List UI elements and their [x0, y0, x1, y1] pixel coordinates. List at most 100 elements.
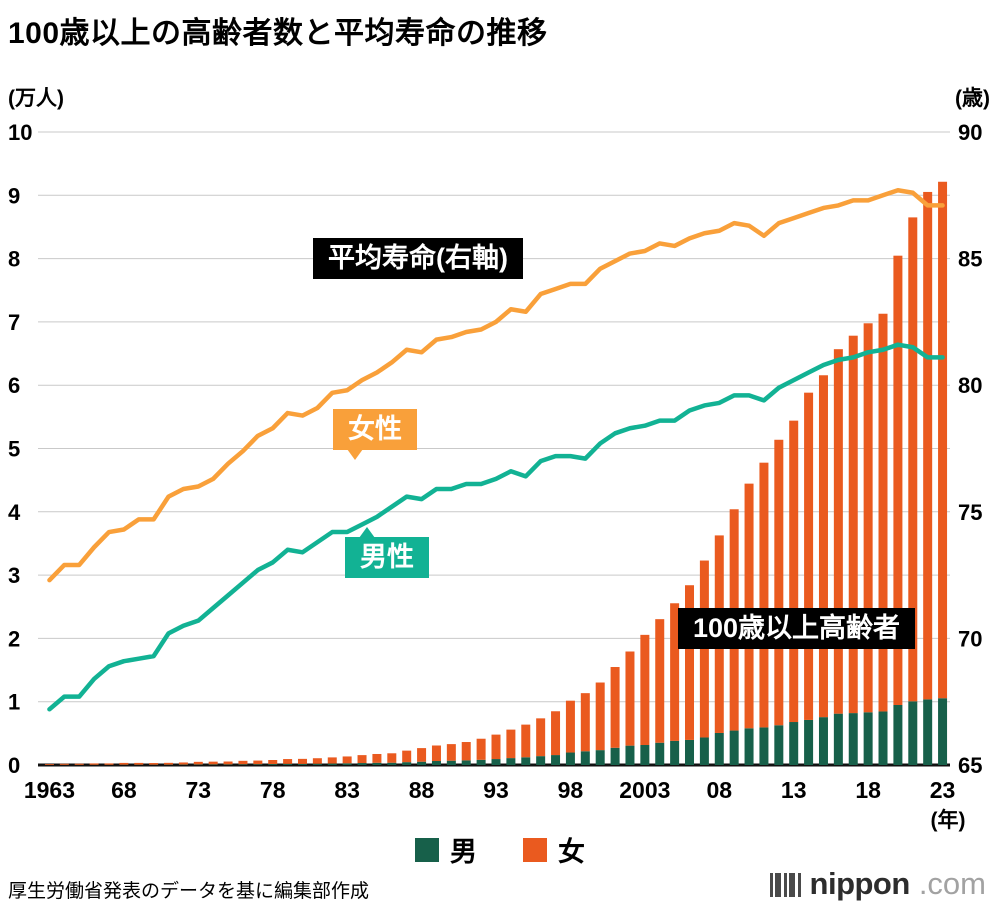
bar-male: [640, 744, 650, 765]
bar-male: [744, 728, 754, 765]
bar-female: [848, 335, 858, 714]
bar-female: [178, 762, 188, 765]
bar-female: [431, 745, 441, 762]
bar-female: [104, 763, 114, 765]
annotation-life-expectancy: 平均寿命(右軸): [313, 238, 523, 280]
bar-male: [551, 755, 561, 765]
right-axis-tick-label: 90: [958, 120, 982, 145]
logo-name: nippon: [809, 866, 911, 901]
right-axis-tick-label: 75: [958, 500, 982, 525]
left-axis-tick-label: 6: [8, 373, 20, 398]
bar-female: [74, 763, 84, 765]
bar-male: [595, 750, 605, 765]
bar-female: [565, 700, 575, 753]
x-axis-tick-label: 1963: [24, 777, 75, 803]
bar-male: [536, 756, 546, 765]
bar-male: [312, 763, 322, 765]
x-axis-tick-label: 2003: [619, 777, 670, 803]
bar-female: [461, 742, 471, 761]
bar-female: [938, 181, 948, 699]
bar-female: [610, 667, 620, 748]
bar-male: [238, 764, 248, 765]
bar-female: [491, 734, 501, 760]
bar-female: [387, 753, 397, 763]
bar-male: [521, 757, 531, 765]
x-axis-tick-label: 78: [260, 777, 286, 803]
bar-female: [863, 323, 873, 713]
x-axis-tick-label: 23: [930, 777, 956, 803]
bar-female: [923, 191, 933, 700]
bar-male: [923, 699, 933, 765]
bar-female: [342, 756, 352, 764]
legend-label-female: 女: [558, 837, 585, 867]
annotation-centenarians-label: 100歳以上高齢者: [693, 613, 901, 643]
bar-male: [402, 762, 412, 765]
nippon-logo: nippon .com: [769, 866, 986, 902]
x-axis-unit: (年): [931, 808, 966, 832]
x-axis-tick-label: 13: [781, 777, 807, 803]
bar-male: [789, 722, 799, 765]
bar-female: [417, 748, 427, 762]
bar-female: [551, 711, 561, 756]
left-axis-unit: (万人): [8, 87, 64, 110]
bar-female: [655, 619, 665, 743]
left-axis-tick-label: 1: [8, 690, 20, 715]
bar-male: [580, 751, 590, 765]
bar-female: [327, 757, 337, 764]
bar-male: [357, 763, 367, 765]
bar-female: [268, 759, 278, 765]
left-axis-tick-label: 10: [8, 120, 32, 145]
bar-male: [610, 747, 620, 765]
bar-female: [789, 420, 799, 723]
bar-male: [685, 739, 695, 765]
bar-male: [283, 763, 293, 765]
bar-female: [625, 651, 635, 746]
bar-female: [536, 718, 546, 757]
right-axis-tick-label: 65: [958, 753, 982, 778]
bar-male: [625, 745, 635, 765]
annotation-centenarians: 100歳以上高齢者: [678, 608, 916, 650]
bar-female: [193, 761, 203, 765]
nippon-logo-bars-icon: [769, 871, 801, 897]
bar-female: [357, 755, 367, 764]
left-axis-tick-label: 9: [8, 183, 20, 208]
bar-female: [759, 462, 769, 728]
bar-female: [640, 634, 650, 745]
bar-female: [670, 603, 680, 741]
legend-label-male: 男: [450, 837, 477, 867]
x-axis-tick-label: 83: [334, 777, 360, 803]
bar-male: [759, 727, 769, 765]
bar-female: [44, 764, 54, 765]
bar-female: [804, 392, 814, 720]
bar-male: [833, 713, 843, 765]
bar-female: [223, 761, 233, 765]
right-axis-tick-label: 80: [958, 373, 982, 398]
bar-male: [476, 759, 486, 765]
bar-male: [268, 764, 278, 765]
bar-male: [193, 764, 203, 765]
page-title: 100歳以上の高齢者数と平均寿命の推移: [8, 17, 548, 50]
bar-male: [863, 712, 873, 765]
right-axis-unit: (歳): [955, 87, 990, 110]
bar-female: [476, 738, 486, 760]
legend-item-male: 男: [415, 830, 477, 869]
x-axis-tick-label: 08: [706, 777, 732, 803]
bar-female: [833, 349, 843, 714]
bar-female: [283, 759, 293, 764]
annotation-male: 男性: [345, 527, 429, 579]
bar-male: [565, 752, 575, 765]
bar-female: [238, 760, 248, 765]
bar-female: [818, 375, 828, 718]
bar-female: [312, 758, 322, 764]
bar-female: [446, 744, 456, 761]
bar-male: [804, 719, 814, 765]
logo-tld: .com: [918, 866, 986, 901]
left-axis-tick-label: 3: [8, 563, 20, 588]
right-axis-tick-label: 85: [958, 247, 982, 272]
bar-male: [655, 742, 665, 765]
annotation-male-label: 男性: [360, 542, 414, 572]
x-axis-tick-label: 73: [185, 777, 211, 803]
bar-female: [372, 753, 382, 763]
annotation-male-tail: [359, 527, 375, 538]
